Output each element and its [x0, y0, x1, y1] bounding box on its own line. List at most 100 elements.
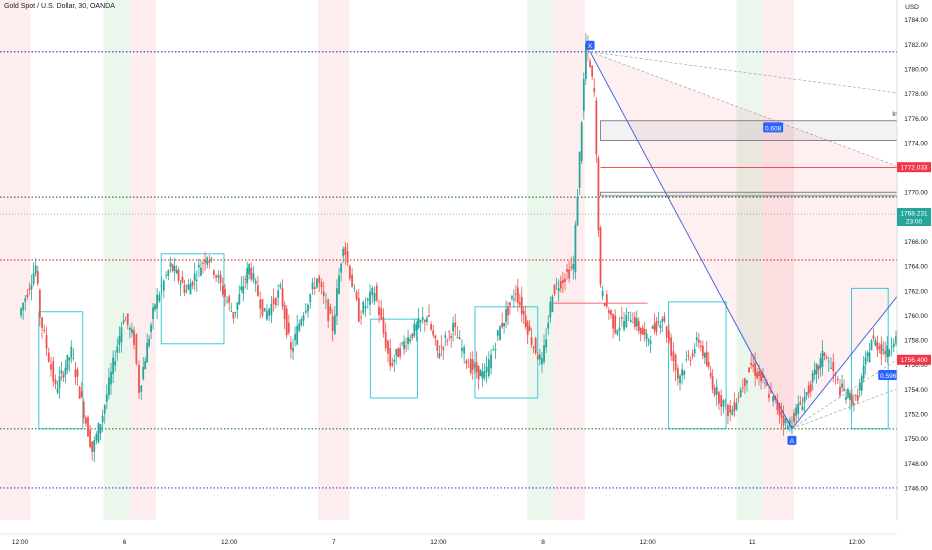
candle-body — [43, 329, 46, 331]
candle-body — [849, 392, 851, 401]
candle-body — [670, 337, 673, 357]
candle-body — [874, 340, 877, 346]
x-tick-label: 6 — [123, 539, 127, 546]
candle-body — [872, 335, 875, 339]
candle-body — [681, 369, 684, 376]
candle-body — [631, 322, 634, 324]
candle-body — [189, 283, 192, 295]
candle-body — [74, 369, 77, 378]
candle-body — [307, 304, 309, 312]
candle-body — [254, 280, 257, 285]
candle-body — [373, 293, 376, 302]
candle-body — [799, 402, 802, 405]
candle-body — [95, 434, 98, 441]
candle-body — [653, 323, 656, 331]
candle-body — [635, 318, 638, 327]
candle-body — [221, 286, 224, 295]
candle-body — [541, 358, 543, 365]
candle-body — [206, 257, 209, 265]
y-tick-label: 1750.00 — [904, 436, 928, 443]
candle-body — [471, 359, 474, 370]
candle-body — [28, 288, 31, 290]
candle-body — [54, 379, 57, 385]
candle-body — [87, 417, 89, 437]
candle-body — [601, 290, 604, 296]
y-tick-label: 1770.00 — [904, 190, 928, 197]
candle-body — [499, 326, 501, 340]
candle-body — [679, 375, 681, 384]
candle-body — [56, 388, 59, 393]
candle-body — [625, 314, 628, 328]
candle-body — [142, 367, 145, 380]
candle-body — [263, 308, 266, 312]
candle-body — [34, 265, 37, 274]
ratio-badge — [878, 370, 899, 381]
current-time-label: 23:00 — [906, 219, 923, 226]
candle-body — [843, 388, 845, 391]
candle-body — [62, 374, 65, 378]
candle-body — [561, 279, 564, 284]
candle-body — [45, 335, 48, 349]
candle-body — [731, 409, 734, 416]
candle-body — [266, 310, 268, 320]
candle-body — [866, 352, 869, 357]
candle-body — [467, 366, 470, 368]
candle-body — [403, 341, 405, 350]
candle-body — [78, 386, 81, 399]
candle-body — [888, 349, 891, 357]
candle-body — [430, 324, 432, 330]
candle-body — [101, 415, 104, 423]
candle-body — [329, 306, 332, 314]
candle-body — [880, 343, 883, 355]
candle-body — [230, 311, 233, 313]
candle-body — [568, 269, 571, 279]
candle-body — [181, 276, 184, 283]
candle-body — [215, 275, 218, 278]
candle-body — [530, 337, 533, 345]
candle-body — [357, 297, 360, 322]
candle-body — [766, 382, 768, 387]
candle-body — [346, 251, 349, 263]
candle-body — [261, 299, 264, 316]
chart-title: Gold Spot / U.S. Dollar, 30, OANDA — [4, 3, 115, 10]
candle-body — [185, 290, 188, 292]
candle-body — [713, 388, 716, 395]
candle-body — [234, 311, 237, 313]
candle-body — [509, 302, 511, 306]
candle-body — [419, 320, 422, 323]
pattern-point-marker — [787, 435, 797, 445]
candle-body — [830, 367, 832, 369]
candle-body — [618, 327, 621, 331]
candle-body — [807, 385, 810, 394]
pattern-point-label: A — [790, 438, 795, 445]
y-tick-label: 1756.00 — [904, 362, 928, 369]
candle-body — [173, 266, 176, 272]
candle-body — [754, 362, 757, 376]
candle-body — [737, 397, 740, 399]
candle-body — [353, 287, 356, 289]
candle-body — [195, 279, 198, 281]
candle-body — [647, 339, 650, 342]
y-tick-label: 1782.00 — [904, 42, 928, 49]
candle-body — [322, 291, 325, 296]
price-axis-bg — [897, 0, 932, 550]
candle-body — [672, 351, 675, 361]
candle-body — [411, 333, 414, 338]
candle-body — [391, 362, 394, 366]
candle-body — [461, 347, 463, 351]
candle-body — [20, 308, 22, 316]
candle-body — [389, 347, 392, 367]
candle-body — [639, 327, 642, 334]
candle-body — [281, 288, 284, 307]
candle-body — [146, 342, 149, 363]
ratio-label: 0.596 — [880, 373, 897, 380]
candle-body — [557, 288, 560, 292]
candle-body — [693, 349, 696, 354]
candle-body — [360, 316, 362, 318]
candle-body — [768, 394, 770, 398]
candle-body — [856, 395, 859, 401]
candle-body — [397, 348, 400, 358]
candle-body — [570, 266, 573, 268]
candle-body — [643, 328, 646, 335]
